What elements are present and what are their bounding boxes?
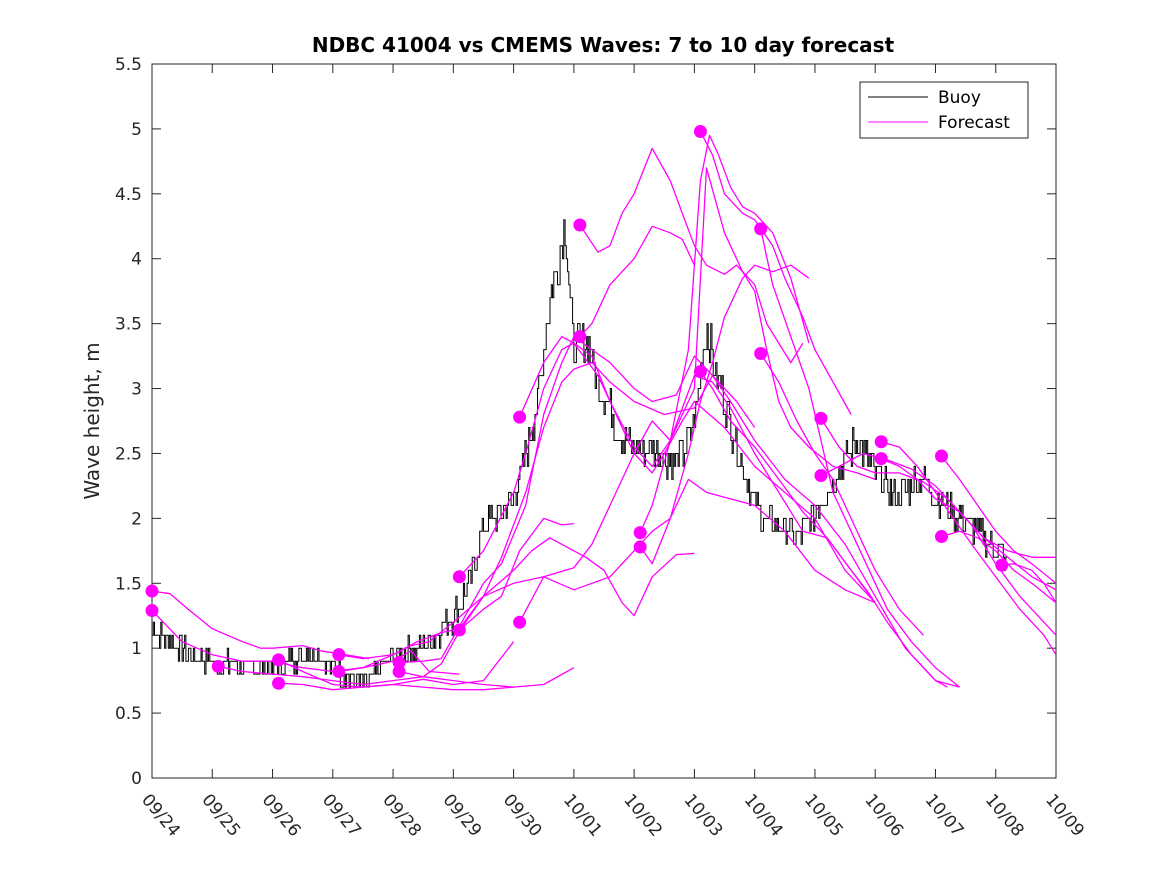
- forecast-start-marker: [211, 659, 225, 673]
- forecast-line: [278, 641, 515, 691]
- forecast-start-marker: [874, 435, 888, 449]
- y-tick-label: 4: [131, 250, 142, 270]
- forecast-start-marker: [272, 653, 286, 667]
- forecast-line: [760, 228, 961, 688]
- y-axis-label: Wave height, m: [80, 342, 104, 499]
- y-tick-label: 2.5: [115, 444, 142, 464]
- forecast-line: [881, 441, 1056, 656]
- y-tick-label: 0: [131, 769, 142, 789]
- forecast-start-marker: [332, 665, 346, 679]
- legend-buoy-label: Buoy: [938, 88, 981, 108]
- forecast-start-marker: [934, 530, 948, 544]
- forecast-start-marker: [874, 452, 888, 466]
- y-tick-label: 3.5: [115, 315, 142, 335]
- forecast-line: [760, 353, 924, 636]
- forecast-start-marker: [754, 222, 768, 236]
- forecast-start-marker: [573, 218, 587, 232]
- forecast-line: [941, 530, 1056, 604]
- forecast-line: [579, 225, 695, 338]
- forecast-start-marker: [754, 346, 768, 360]
- forecast-start-marker: [452, 623, 466, 637]
- forecast-start-marker: [814, 411, 828, 425]
- y-tick-label: 3: [131, 380, 142, 400]
- forecast-line: [940, 455, 1056, 584]
- forecast-start-marker: [513, 410, 527, 424]
- forecast-line: [639, 134, 810, 533]
- forecast-start-marker: [633, 540, 647, 554]
- forecast-start-marker: [814, 469, 828, 483]
- forecast-line: [152, 610, 460, 675]
- legend-box: [859, 81, 1029, 139]
- chart-title: NDBC 41004 vs CMEMS Waves: 7 to 10 day f…: [312, 33, 895, 57]
- forecast-line: [458, 342, 876, 604]
- forecast-line: [699, 131, 852, 415]
- forecast-start-marker: [693, 365, 707, 379]
- forecast-start-marker: [332, 648, 346, 662]
- forecast-start-marker: [145, 604, 159, 618]
- forecast-start-marker: [693, 125, 707, 139]
- forecast-line: [880, 458, 1056, 558]
- forecast-start-marker: [633, 526, 647, 540]
- forecast-line: [398, 361, 756, 678]
- forecast-line: [639, 264, 810, 565]
- y-tick-label: 1: [131, 639, 142, 659]
- forecast-start-marker: [995, 558, 1009, 572]
- forecast-line: [820, 418, 1056, 636]
- forecast-start-marker: [272, 676, 286, 690]
- forecast-line: [278, 659, 575, 691]
- y-tick-label: 5: [131, 120, 142, 140]
- forecast-line: [519, 335, 876, 604]
- forecast-line: [338, 478, 876, 673]
- forecast-start-marker: [513, 615, 527, 629]
- y-tick-label: 4.5: [115, 185, 142, 205]
- forecast-line: [399, 335, 948, 688]
- forecast-start-marker: [452, 570, 466, 584]
- forecast-line: [579, 147, 804, 364]
- forecast-start-marker: [934, 449, 948, 463]
- y-tick-label: 2: [131, 509, 142, 529]
- y-tick-label: 0.5: [115, 704, 142, 724]
- forecast-line: [519, 167, 876, 623]
- forecast-line: [1001, 563, 1056, 604]
- forecast-start-marker: [145, 584, 159, 598]
- legend: Buoy Forecast: [859, 81, 1029, 139]
- forecast-line: [820, 452, 1056, 591]
- legend-forecast-label: Forecast: [938, 113, 1010, 133]
- forecast-start-marker: [392, 655, 406, 669]
- forecast-line: [699, 371, 960, 688]
- forecast-line: [458, 517, 574, 631]
- forecast-line: [152, 590, 370, 660]
- forecast-start-marker: [392, 665, 406, 679]
- axes-box: [151, 63, 1057, 779]
- forecast-line: [218, 665, 514, 688]
- y-tick-label: 5.5: [115, 55, 142, 75]
- forecast-start-marker: [573, 330, 587, 344]
- y-tick-label: 1.5: [115, 574, 142, 594]
